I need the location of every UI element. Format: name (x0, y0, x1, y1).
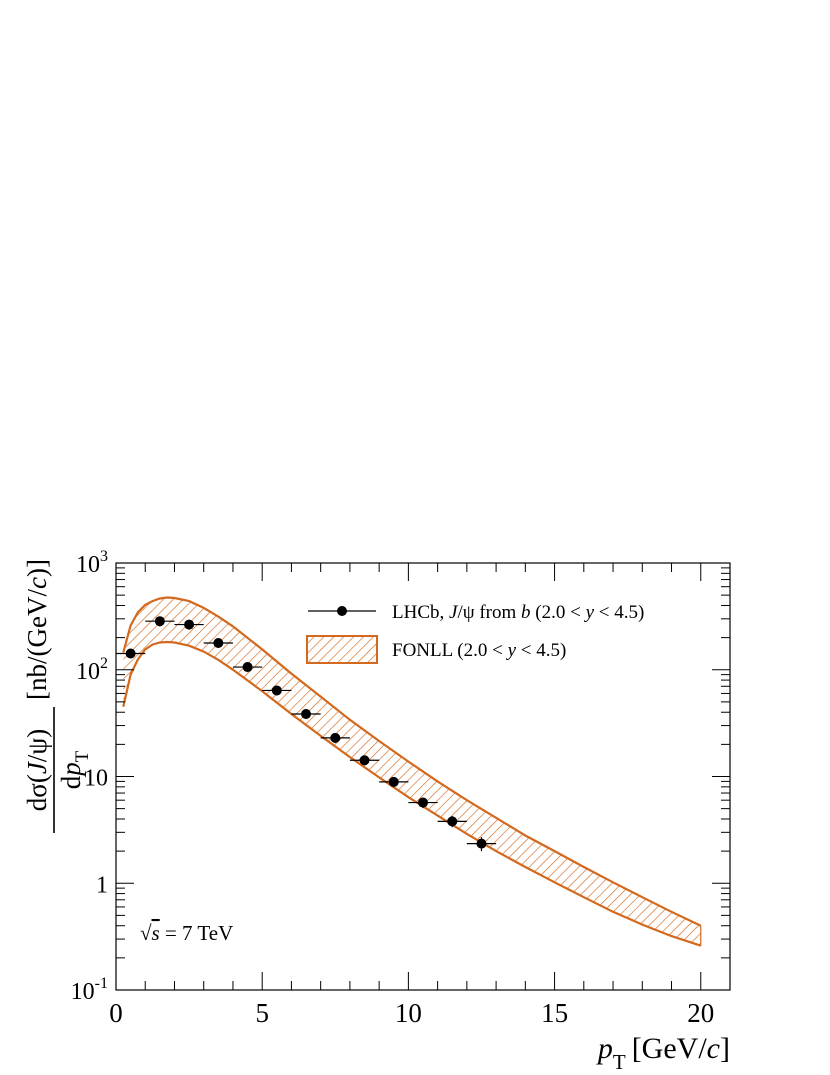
data-point-marker (388, 776, 399, 787)
fonll-band-layer (122, 596, 702, 947)
y-tick-label: 102 (76, 655, 108, 685)
fonll-band-fill (123, 597, 701, 946)
x-tick-label: 0 (109, 998, 123, 1028)
x-tick-label: 15 (541, 998, 568, 1028)
y-tick-label: 10 (84, 766, 108, 792)
data-point-marker (447, 816, 458, 827)
y-axis-title-numerator: dσ(J/ψ) (22, 729, 52, 811)
data-point (437, 816, 467, 828)
y-tick-label: 10-1 (71, 975, 108, 1005)
data-point (379, 776, 409, 788)
fonll-band-lower-edge (122, 640, 702, 947)
data-point-marker (213, 638, 224, 649)
data-point-marker (476, 838, 487, 849)
data-point (291, 709, 321, 720)
fonll-band-upper-edge (122, 596, 702, 927)
x-axis-title: pT [GeV/c] (596, 1032, 730, 1074)
data-point (116, 648, 146, 659)
y-tick-label: 103 (76, 548, 108, 578)
legend-marker-point (337, 606, 347, 616)
x-tick-label: 10 (395, 998, 422, 1028)
data-point-marker (154, 616, 165, 627)
data-point (349, 755, 380, 766)
axes-layer: 0 5 10 15 20 10-1 1 10 102 103 (71, 548, 731, 1028)
data-point-marker (242, 662, 253, 673)
data-points-layer (116, 616, 497, 852)
y-axis-title-unit: [nb/(GeV/c)] (22, 559, 52, 700)
legend-marker-band (306, 635, 378, 664)
energy-annotation: √s = 7 TeV (140, 921, 233, 945)
data-point (466, 837, 497, 852)
data-point-marker (184, 619, 195, 630)
data-point (203, 638, 233, 649)
data-point (145, 616, 175, 627)
legend: LHCb, J/ψ from b (2.0 < y < 4.5) FONLL (… (306, 602, 644, 664)
y-axis-title: dσ(J/ψ) dpT [nb/(GeV/c)] (22, 559, 93, 833)
y-axis-title-denominator: dpT (56, 750, 93, 789)
data-point (320, 732, 350, 743)
data-point-marker (330, 732, 341, 743)
data-point-marker (301, 709, 312, 720)
data-point-marker (125, 648, 136, 659)
y-tick-label: 1 (96, 872, 108, 898)
data-point-marker (271, 685, 282, 696)
data-point (408, 797, 438, 809)
legend-entry-lhcb: LHCb, J/ψ from b (2.0 < y < 4.5) (392, 602, 644, 623)
data-point (232, 662, 263, 673)
x-tick-label: 5 (255, 998, 269, 1028)
x-tick-label: 20 (687, 998, 714, 1028)
data-point-marker (418, 797, 428, 808)
data-point (174, 619, 204, 630)
legend-entry-fonll: FONLL (2.0 < y < 4.5) (392, 640, 566, 661)
data-point (262, 685, 292, 696)
data-point-marker (359, 755, 370, 766)
